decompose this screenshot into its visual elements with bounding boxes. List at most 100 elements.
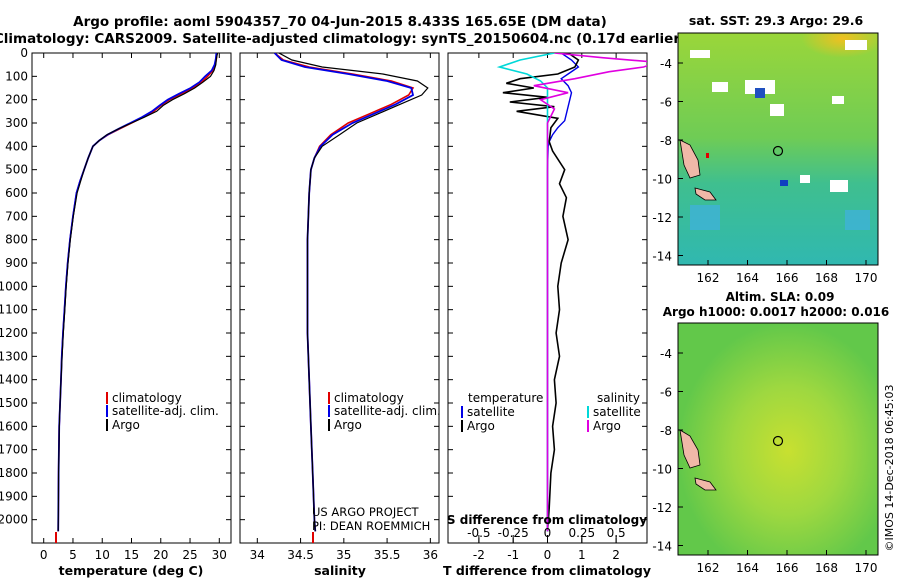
sla-map-frame (677, 322, 879, 556)
difference-xlabel: T difference from climatology (443, 563, 651, 578)
map-axes: -4 -6 -8 -10 -12 -14 162 164 166 168 170 -4 -6 -8 -10 -… (652, 57, 877, 575)
series-argo (57, 53, 219, 532)
x-tick-label: 34 (250, 548, 265, 562)
temperature-xlabel: temperature (deg C) (59, 563, 204, 578)
y-tick-label: 1700 (0, 443, 28, 457)
map-y-tick-label: -10 (652, 173, 672, 187)
sst-map-frame (677, 32, 879, 266)
imos-credit: ©IMOS 14-Dec-2018 06:45:03 (883, 385, 896, 552)
y-tick-label: 100 (5, 69, 28, 83)
map-x-tick-label: 170 (855, 271, 878, 285)
y-tick-label: 700 (5, 209, 28, 223)
map-y-tick-label: -6 (660, 386, 672, 400)
map-y-tick-label: -10 (652, 463, 672, 477)
y-tick-label: 1200 (0, 326, 28, 340)
map-x-tick-label: 162 (697, 271, 720, 285)
map-y-tick-label: -14 (652, 250, 672, 264)
s-tick-label: -0.25 (498, 526, 529, 540)
temperature-legend: climatology satellite-adj. clim. Argo (106, 391, 219, 432)
series-climatology (274, 53, 415, 532)
x-tick-label: 15 (124, 548, 139, 562)
sla-map-title2: Argo h1000: 0.0017 h2000: 0.016 (663, 305, 890, 319)
temperature-plot-frame (31, 52, 232, 544)
y-tick-label: 800 (5, 233, 28, 247)
y-tick-label: 1400 (0, 373, 28, 387)
salinity-plot-frame (239, 52, 440, 544)
difference-legends: temperature satellite Argo salinity sate… (447, 391, 647, 527)
x-tick-label: 0 (40, 548, 48, 562)
map-x-tick-label: 168 (815, 271, 838, 285)
map-x-tick-label: 164 (736, 561, 759, 575)
series-climatology (57, 53, 218, 532)
y-tick-label: 1300 (0, 349, 28, 363)
series-group (496, 53, 647, 532)
x-tick-label: 5 (69, 548, 77, 562)
x-tick-label: -1 (507, 548, 519, 562)
series-satellite-adj-clim- (273, 53, 415, 532)
x-tick-label: 1 (578, 548, 586, 562)
map-y-tick-label: -4 (660, 347, 672, 361)
pi-annotation: PI: DEAN ROEMMICH (312, 519, 430, 533)
header-line2: Climatology: CARS2009. Satellite-adjuste… (0, 31, 686, 47)
legend-t-satellite-label: satellite (467, 405, 515, 419)
map-x-tick-label: 166 (776, 271, 799, 285)
legend-argo-label: Argo (334, 418, 362, 432)
sst-map-title: sat. SST: 29.3 Argo: 29.6 (689, 13, 864, 28)
series-t-argo (502, 53, 580, 532)
map-y-tick-label: -8 (660, 134, 672, 148)
map-y-tick-label: -8 (660, 424, 672, 438)
sst-map (678, 33, 878, 265)
series-satellite-adj-clim- (57, 53, 218, 532)
series-group (273, 53, 429, 532)
x-tick-label: 35 (336, 548, 351, 562)
map-x-tick-label: 170 (855, 561, 878, 575)
x-tick-label: 35.5 (374, 548, 401, 562)
map-y-tick-label: -12 (652, 211, 672, 225)
series-group (57, 53, 219, 532)
x-tick-label: 25 (182, 548, 197, 562)
y-tick-label: 1000 (0, 279, 28, 293)
s-tick-label: 0.25 (568, 526, 595, 540)
legend-satellite-label: satellite-adj. clim. (334, 404, 441, 418)
map-y-tick-label: -12 (652, 501, 672, 515)
series-argo (278, 53, 429, 532)
map-y-tick-label: -14 (652, 540, 672, 554)
legend-climatology-label: climatology (334, 391, 404, 405)
s-difference-title: S difference from climatology (447, 513, 647, 527)
series-s-satellite (496, 53, 555, 532)
map-x-tick-label: 162 (697, 561, 720, 575)
y-tick-label: 500 (5, 163, 28, 177)
temperature-plot: 0 5 10 15 20 25 300100200300400500600700800900… (0, 46, 231, 562)
map-x-tick-label: 164 (736, 271, 759, 285)
map-x-tick-label: 168 (815, 561, 838, 575)
x-tick-label: 36 (423, 548, 438, 562)
x-tick-label: 0 (544, 548, 552, 562)
salinity-plot: 34 34.5 35 35.5 36 (240, 52, 439, 562)
y-tick-label: 600 (5, 186, 28, 200)
legend-temperature-title: temperature (468, 391, 543, 405)
y-tick-label: 900 (5, 256, 28, 270)
sla-map-title1: Altim. SLA: 0.09 (726, 290, 835, 304)
s-tick-label: 0.5 (607, 526, 626, 540)
y-tick-label: 2000 (0, 513, 28, 527)
legend-climatology-label: climatology (112, 391, 182, 405)
y-tick-label: 400 (5, 139, 28, 153)
x-tick-label: 30 (212, 548, 227, 562)
x-tick-label: 10 (95, 548, 110, 562)
x-tick-label: 34.5 (287, 548, 314, 562)
legend-satellite-label: satellite-adj. clim. (112, 404, 219, 418)
x-tick-label: -2 (473, 548, 485, 562)
legend-s-argo-label: Argo (593, 419, 621, 433)
map-x-tick-label: 166 (776, 561, 799, 575)
y-tick-label: 1500 (0, 396, 28, 410)
y-tick-label: 0 (20, 46, 28, 60)
legend-argo-label: Argo (112, 418, 140, 432)
salinity-xlabel: salinity (314, 563, 366, 578)
difference-plot: -2 -1 0 1 2 -0.5 -0.25 0 0.25 0.5 (448, 52, 647, 562)
y-tick-label: 1900 (0, 489, 28, 503)
y-tick-label: 1100 (0, 303, 28, 317)
legend-t-argo-label: Argo (467, 419, 495, 433)
project-annotation: US ARGO PROJECT (312, 505, 420, 519)
y-tick-label: 200 (5, 93, 28, 107)
